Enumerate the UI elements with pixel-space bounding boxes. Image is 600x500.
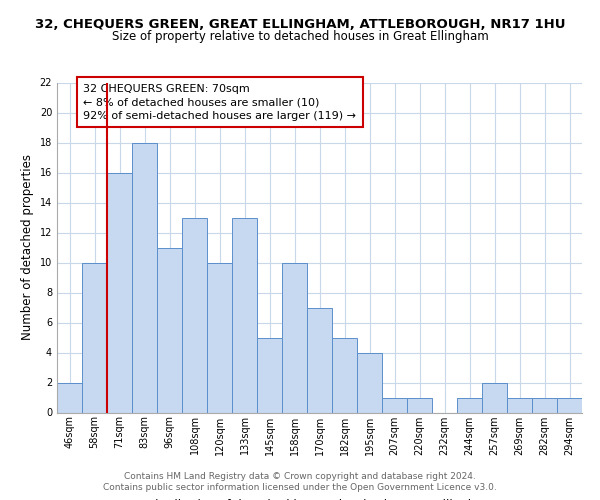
Bar <box>157 248 182 412</box>
X-axis label: Distribution of detached houses by size in Great Ellingham: Distribution of detached houses by size … <box>146 499 493 500</box>
Bar <box>257 338 282 412</box>
Bar <box>457 398 482 412</box>
Text: Contains HM Land Registry data © Crown copyright and database right 2024.: Contains HM Land Registry data © Crown c… <box>124 472 476 481</box>
Y-axis label: Number of detached properties: Number of detached properties <box>21 154 34 340</box>
Bar <box>207 262 232 412</box>
Bar <box>532 398 557 412</box>
Bar <box>507 398 532 412</box>
Bar <box>82 262 107 412</box>
Bar <box>132 142 157 412</box>
Bar <box>557 398 582 412</box>
Bar <box>282 262 307 412</box>
Text: 32, CHEQUERS GREEN, GREAT ELLINGHAM, ATTLEBOROUGH, NR17 1HU: 32, CHEQUERS GREEN, GREAT ELLINGHAM, ATT… <box>35 18 565 30</box>
Bar <box>482 382 507 412</box>
Bar <box>357 352 382 412</box>
Bar <box>182 218 207 412</box>
Bar <box>232 218 257 412</box>
Text: Contains public sector information licensed under the Open Government Licence v3: Contains public sector information licen… <box>103 483 497 492</box>
Bar <box>307 308 332 412</box>
Bar <box>57 382 82 412</box>
Bar <box>382 398 407 412</box>
Bar <box>332 338 357 412</box>
Bar <box>107 172 132 412</box>
Text: 32 CHEQUERS GREEN: 70sqm
← 8% of detached houses are smaller (10)
92% of semi-de: 32 CHEQUERS GREEN: 70sqm ← 8% of detache… <box>83 84 356 120</box>
Bar <box>407 398 432 412</box>
Text: Size of property relative to detached houses in Great Ellingham: Size of property relative to detached ho… <box>112 30 488 43</box>
